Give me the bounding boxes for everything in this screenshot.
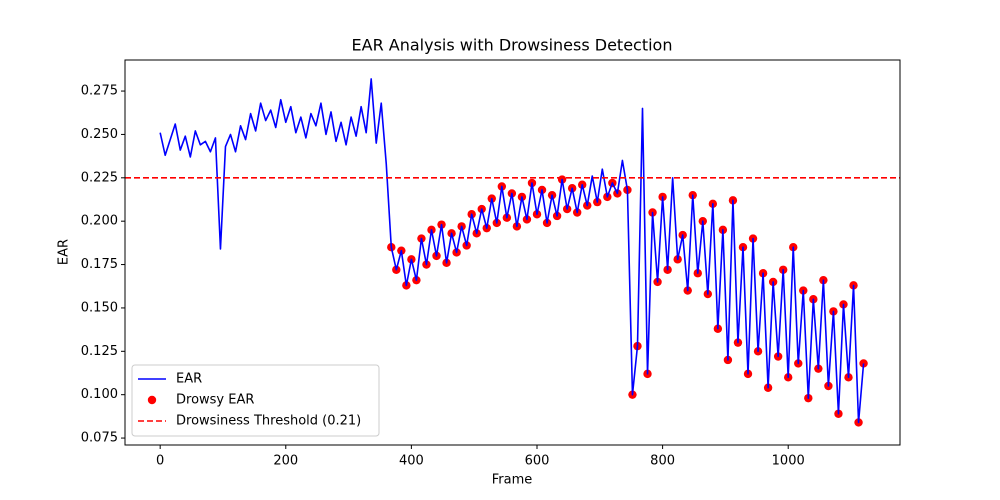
x-tick-label: 600 <box>525 454 550 469</box>
legend-box <box>131 364 380 437</box>
legend-label: EAR <box>176 372 202 387</box>
y-tick-label: 0.150 <box>81 300 118 315</box>
plot-area <box>125 78 900 427</box>
x-tick-label: 200 <box>273 454 298 469</box>
x-tick-label: 0 <box>156 454 164 469</box>
y-tick-label: 0.225 <box>81 170 118 185</box>
x-tick-label: 1000 <box>772 454 805 469</box>
x-axis-label: Frame <box>492 473 533 488</box>
legend-label: Drowsiness Threshold (0.21) <box>176 414 361 429</box>
x-tick-label: 400 <box>399 454 424 469</box>
y-tick-label: 0.075 <box>81 431 118 446</box>
y-tick-label: 0.200 <box>81 214 118 229</box>
chart-title: EAR Analysis with Drowsiness Detection <box>352 36 673 55</box>
legend-label: Drowsy EAR <box>176 393 254 408</box>
axes-frame <box>124 59 901 446</box>
y-tick-label: 0.250 <box>81 127 118 142</box>
y-tick-label: 0.175 <box>81 257 118 272</box>
y-tick-label: 0.275 <box>81 84 118 99</box>
y-axis-label: EAR <box>57 239 72 265</box>
y-tick-label: 0.100 <box>81 387 118 402</box>
ear-line <box>159 78 865 424</box>
y-tick-label: 0.125 <box>81 344 118 359</box>
legend-marker <box>147 395 157 405</box>
x-tick-label: 800 <box>650 454 675 469</box>
